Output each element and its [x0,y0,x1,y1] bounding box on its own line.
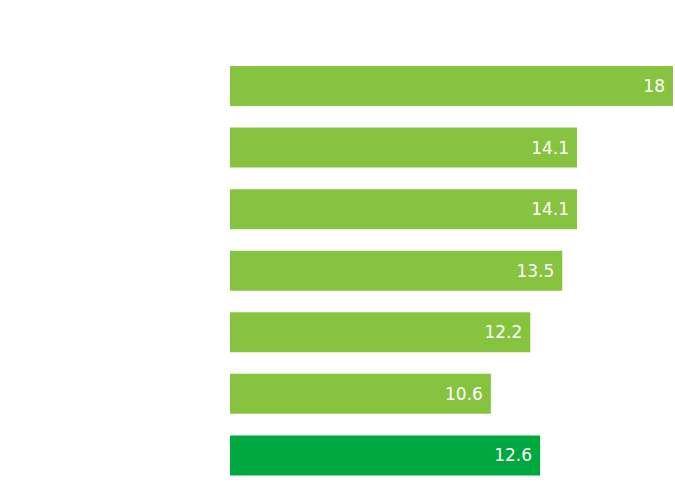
svg-text:10.6: 10.6 [445,384,483,404]
svg-text:14.1: 14.1 [531,138,569,158]
svg-text:13.5: 13.5 [516,261,554,281]
svg-text:12.6: 12.6 [494,445,532,465]
svg-text:18: 18 [643,76,665,96]
svg-text:12.2: 12.2 [484,322,522,342]
svg-text:14.1: 14.1 [531,199,569,219]
